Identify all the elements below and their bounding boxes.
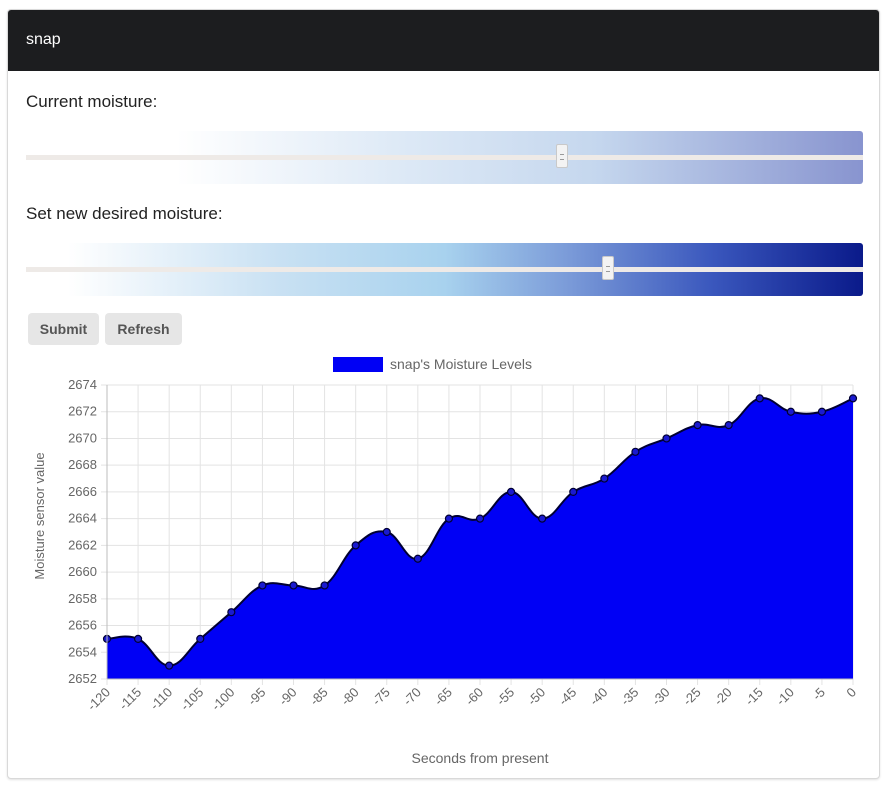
y-tick-label: 2674 [68, 377, 97, 392]
desired-moisture-label: Set new desired moisture: [26, 204, 223, 223]
chart-axes [106, 385, 853, 680]
x-tick-label: 0 [843, 685, 859, 701]
x-tick-label: -10 [773, 685, 797, 709]
data-point [475, 514, 485, 523]
x-tick-label: -120 [84, 685, 113, 714]
current-moisture-track [26, 155, 863, 160]
card-header: snap [8, 10, 879, 71]
data-point [444, 514, 454, 523]
data-point [382, 527, 391, 537]
x-tick-label: -45 [555, 685, 579, 709]
x-tick-label: -105 [177, 685, 206, 714]
data-point [538, 514, 547, 523]
x-tick-label: -20 [711, 685, 735, 709]
x-tick-label: -95 [245, 685, 269, 709]
y-tick-label: 2668 [68, 457, 97, 472]
desired-moisture-track [26, 267, 863, 272]
device-title: snap [26, 31, 61, 48]
data-point [631, 447, 640, 456]
y-tick-label: 2656 [68, 618, 97, 633]
data-points [102, 394, 858, 670]
data-point [662, 434, 671, 443]
desired-moisture-slider[interactable] [26, 243, 863, 296]
desired-moisture-thumb[interactable] [601, 256, 614, 280]
x-tick-label: -100 [208, 685, 237, 714]
x-tick-label: -90 [276, 685, 300, 709]
data-point [600, 474, 609, 483]
current-moisture-label: Current moisture: [26, 92, 158, 111]
current-moisture-thumb[interactable] [555, 144, 568, 168]
legend-label: snap's Moisture Levels [390, 356, 532, 372]
data-point [413, 554, 422, 563]
x-tick-label: -65 [431, 685, 455, 709]
x-tick-label: -50 [524, 685, 548, 709]
x-tick-label: -40 [587, 685, 611, 709]
main-card: snap Current moisture: Set new desired m… [7, 9, 880, 779]
x-tick-labels: -120 -115 -110 -105 -100 -95 -90 -85 -80 -75 -70 -6… [84, 685, 859, 714]
data-point [165, 661, 174, 670]
moisture-chart: 2652 2654 2656 2658 2660 2662 2664 2666 2668 2670… [32, 356, 859, 766]
submit-button[interactable]: Submit [28, 313, 99, 345]
data-point [724, 420, 733, 430]
y-tick-label: 2664 [68, 511, 97, 526]
y-tick-label: 2654 [68, 644, 97, 659]
x-tick-label: -70 [400, 685, 424, 709]
x-tick-label: -80 [338, 685, 362, 709]
x-tick-label: -55 [493, 685, 517, 709]
y-tick-labels: 2652 2654 2656 2658 2660 2662 2664 2666 2668 2670… [68, 377, 97, 686]
x-tick-label: -5 [809, 685, 828, 704]
x-tick-label: -35 [618, 685, 642, 709]
data-point [693, 420, 702, 430]
data-point [133, 634, 143, 644]
x-tick-label: -75 [369, 685, 393, 709]
data-point [506, 487, 516, 497]
y-tick-label: 2666 [68, 484, 97, 499]
y-tick-label: 2660 [68, 564, 97, 579]
moisture-area [107, 398, 853, 679]
data-point [786, 407, 795, 416]
x-tick-label: -25 [680, 685, 704, 709]
x-tick-label: -15 [742, 685, 766, 709]
x-tick-label: -60 [462, 685, 486, 709]
data-point [289, 581, 298, 590]
chart-legend: snap's Moisture Levels [333, 356, 532, 372]
x-tick-label: -110 [147, 685, 175, 713]
x-tick-label: -115 [116, 685, 144, 713]
x-tick-label: -85 [307, 685, 331, 709]
x-axis-label: Seconds from present [412, 750, 549, 766]
y-tick-label: 2652 [68, 671, 97, 686]
data-point [196, 634, 205, 644]
data-point [848, 394, 858, 403]
data-point [320, 581, 329, 590]
refresh-button[interactable]: Refresh [105, 313, 182, 345]
y-tick-label: 2672 [68, 404, 97, 419]
x-tick-label: -30 [649, 685, 673, 709]
data-point [569, 487, 578, 497]
y-axis-label: Moisture sensor value [32, 452, 47, 579]
legend-swatch [333, 357, 383, 372]
data-point [351, 541, 360, 550]
data-point [755, 394, 764, 403]
data-point [258, 581, 267, 590]
y-tick-label: 2670 [68, 430, 97, 445]
y-tick-label: 2658 [68, 591, 97, 606]
current-moisture-slider[interactable] [26, 131, 863, 184]
data-point [817, 407, 827, 416]
data-point [227, 608, 236, 617]
y-tick-label: 2662 [68, 537, 97, 552]
